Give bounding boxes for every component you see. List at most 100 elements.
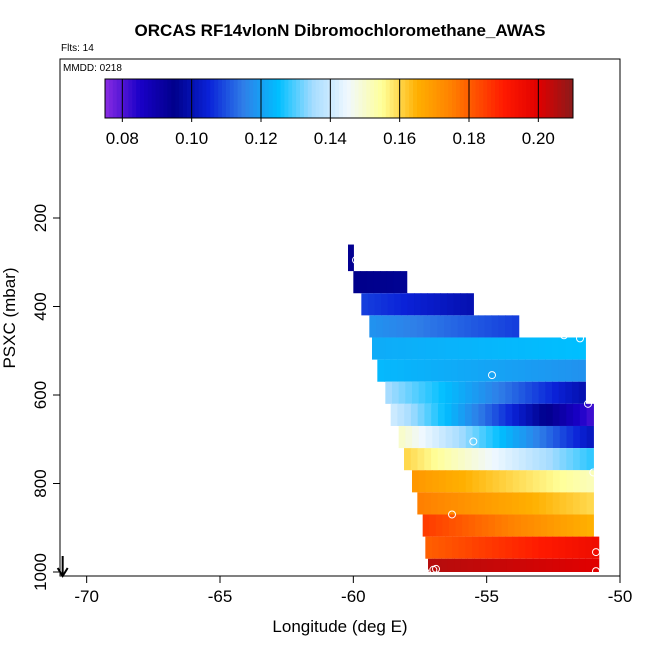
heatmap-cell bbox=[465, 536, 473, 559]
heatmap-cell bbox=[444, 359, 452, 382]
colorbar-segment bbox=[331, 79, 336, 118]
heatmap-cell bbox=[459, 425, 467, 449]
heatmap-cell bbox=[457, 315, 465, 338]
heatmap-cell bbox=[558, 536, 566, 559]
colorbar-segment bbox=[479, 79, 484, 118]
heatmap-cell bbox=[491, 492, 500, 515]
heatmap-cell bbox=[397, 403, 405, 426]
heatmap-cell bbox=[458, 403, 466, 426]
heatmap-cell bbox=[492, 337, 500, 360]
plot-frame bbox=[59, 58, 621, 577]
heatmap-cell bbox=[442, 514, 450, 537]
heatmap-cell bbox=[422, 514, 430, 537]
heatmap-cell bbox=[479, 470, 487, 493]
colorbar-segment bbox=[190, 79, 196, 118]
x-axis-label: Longitude (deg E) bbox=[272, 617, 407, 636]
heatmap-cell bbox=[573, 470, 581, 493]
heatmap-cell bbox=[578, 359, 586, 382]
heatmap-cell bbox=[451, 492, 459, 515]
heatmap-cell bbox=[512, 425, 521, 449]
heatmap-cell bbox=[518, 359, 526, 382]
heatmap-cell bbox=[465, 425, 474, 449]
heatmap-cell bbox=[485, 425, 494, 449]
colorbar-segment bbox=[448, 79, 453, 118]
date-note: MMDD: 0218 bbox=[63, 63, 122, 74]
heatmap-cell bbox=[478, 492, 486, 515]
heatmap-cell bbox=[498, 337, 506, 360]
colorbar-segment bbox=[495, 79, 500, 118]
colorbar-segment bbox=[522, 79, 527, 118]
sample-point bbox=[432, 564, 440, 573]
heatmap-cell bbox=[397, 359, 405, 382]
sample-point bbox=[592, 567, 600, 576]
colorbar-segment bbox=[307, 79, 313, 118]
colorbar-segment bbox=[175, 79, 180, 118]
colorbar-tick-label: 0.10 bbox=[175, 129, 208, 148]
colorbar-segment bbox=[112, 79, 118, 118]
heatmap-cell bbox=[519, 470, 527, 493]
heatmap-cell bbox=[451, 403, 459, 426]
heatmap-cell bbox=[512, 337, 520, 360]
chart-title: ORCAS RF14vlonN Dibromochloromethane_AWA… bbox=[135, 21, 546, 40]
heatmap-cell bbox=[432, 381, 440, 404]
heatmap-cell bbox=[431, 448, 439, 471]
heatmap-cell bbox=[390, 359, 399, 382]
heatmap-cell bbox=[525, 536, 533, 559]
colorbar-segment bbox=[498, 79, 504, 118]
heatmap-cell bbox=[499, 425, 507, 449]
heatmap-cell bbox=[545, 359, 553, 382]
heatmap-cell bbox=[532, 425, 541, 449]
heatmap-cell bbox=[545, 381, 553, 404]
colorbar-segment bbox=[155, 79, 161, 118]
heatmap-cell bbox=[437, 492, 446, 515]
colorbar-tick-label: 0.16 bbox=[383, 129, 416, 148]
heatmap-cell bbox=[429, 514, 437, 537]
colorbar-segment bbox=[179, 79, 184, 118]
heatmap-cell bbox=[446, 293, 455, 316]
heatmap-cell bbox=[572, 536, 580, 559]
sample-point bbox=[488, 371, 496, 380]
colorbar-segment bbox=[272, 79, 278, 118]
heatmap-cell bbox=[451, 359, 459, 382]
colorbar-segment bbox=[374, 79, 379, 118]
heatmap-cell bbox=[511, 359, 519, 382]
heatmap-cell bbox=[578, 337, 586, 360]
heatmap-cell bbox=[478, 403, 486, 426]
colorbar-segment bbox=[210, 79, 215, 118]
heatmap-cell bbox=[448, 514, 457, 537]
heatmap-cell bbox=[445, 337, 453, 360]
heatmap-cell bbox=[539, 448, 547, 471]
heatmap-cell bbox=[425, 381, 433, 404]
heatmap-cell bbox=[559, 470, 568, 493]
x-tick-label: -65 bbox=[208, 587, 233, 606]
heatmap-cell bbox=[512, 403, 520, 426]
heatmap-cell bbox=[420, 293, 428, 316]
heatmap-cell bbox=[551, 359, 560, 382]
heatmap-cell bbox=[424, 492, 432, 515]
colorbar-segment bbox=[456, 79, 461, 118]
colorbar-segment bbox=[163, 79, 168, 118]
heatmap-cell bbox=[500, 558, 508, 572]
heatmap-cell bbox=[424, 403, 432, 426]
heatmap-cell bbox=[546, 448, 554, 471]
heatmap-cell bbox=[566, 403, 574, 426]
heatmap-cell bbox=[384, 359, 392, 382]
colorbar-segment bbox=[319, 79, 324, 118]
heatmap-cell bbox=[484, 359, 492, 382]
heatmap-cell bbox=[452, 425, 460, 449]
heatmap-cell bbox=[430, 315, 438, 338]
heatmap-cell bbox=[385, 381, 393, 404]
colorbar-segment bbox=[405, 79, 410, 118]
heatmap-cell bbox=[472, 470, 480, 493]
heatmap-cell bbox=[526, 558, 534, 572]
heatmap-cell bbox=[512, 381, 520, 404]
heatmap-cell bbox=[393, 271, 401, 294]
heatmap-cell bbox=[573, 514, 581, 537]
colorbar-segment bbox=[549, 79, 554, 118]
colorbar-segment bbox=[276, 79, 281, 118]
heatmap-cell bbox=[487, 558, 495, 572]
x-tick-label: -55 bbox=[474, 587, 499, 606]
colorbar-tick-label: 0.08 bbox=[106, 129, 139, 148]
heatmap-cell bbox=[566, 425, 574, 449]
colorbar-segment bbox=[518, 79, 523, 118]
